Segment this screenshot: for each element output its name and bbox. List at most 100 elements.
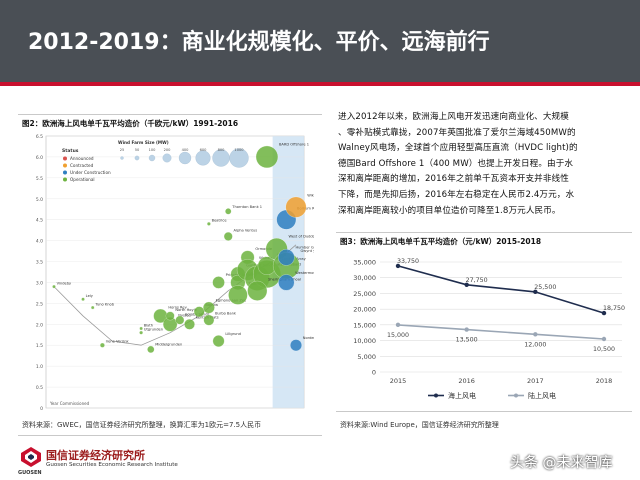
figure2-bubble <box>81 297 85 301</box>
figure2-bubble-label: Gwynt y Mor <box>301 249 314 253</box>
guosen-logo-icon <box>21 447 41 467</box>
figure2-bubble-label: Nordergrunde <box>303 336 314 340</box>
figure2-y-tick: 4.0 <box>36 239 43 245</box>
figure2-legend-swatch <box>63 156 67 161</box>
figure2-bubble <box>203 301 215 314</box>
figure2-bubble-label: Burbo Bank <box>215 311 237 315</box>
figure3-frame <box>336 232 632 412</box>
figure3-y-tick: 0 <box>372 369 376 377</box>
figure2-y-tick: 2.5 <box>36 301 43 307</box>
figure2-bubble <box>193 306 205 318</box>
figure3-point <box>533 289 538 295</box>
figure2-bubble-label: Thornton Bank 1 <box>231 205 262 209</box>
figure2-legend-label: Announced <box>70 156 94 161</box>
paragraph-line: 深和离岸距离较小的项目单位造价可降至1.8万元人民币。 <box>338 205 561 216</box>
figure2-caption: 图2：欧洲海上风电单千瓦平均造价（千欧元/kW）1991-2016 <box>22 119 239 128</box>
figure2-y-tick: 2.0 <box>36 322 43 328</box>
logo-english-name: Guosen Securities Economic Research Inst… <box>46 462 178 468</box>
figure2-y-tick: 4.5 <box>36 218 43 224</box>
figure2-bubble <box>184 318 195 330</box>
figure3-data-label: 12,000 <box>524 341 546 348</box>
figure2-bubble <box>99 342 105 348</box>
figure3-legend-label: 海上风电 <box>448 391 476 400</box>
figure2-y-tick: 3.0 <box>36 280 43 286</box>
figure2-size-legend-bubble <box>195 150 211 166</box>
figure2-y-tick: 0 <box>40 406 43 412</box>
figure2-size-legend-label: 200 <box>164 148 172 152</box>
figure2-bubble-label: Nysted <box>178 314 191 318</box>
figure3-x-tick: 2018 <box>596 377 613 385</box>
figure2-bubble-label: Lillgrund <box>225 332 241 336</box>
figure3-y-tick: 25,000 <box>353 290 376 298</box>
figure2-y-tick: 1.5 <box>36 343 43 349</box>
figure2-bubble-label: Westermost Rough <box>295 271 314 275</box>
figure2-legend-label: Under Construction <box>70 170 111 175</box>
header-bar <box>0 0 640 82</box>
figure3-data-label: 33,750 <box>397 258 419 265</box>
figure2-bubble-label: Beatrice <box>212 219 228 223</box>
figure3-series-line <box>397 324 605 340</box>
figure2-bubble-label: BARD Offshore 1 <box>279 142 309 146</box>
figure3-data-label: 27,750 <box>466 277 488 284</box>
figure2-bubble <box>228 285 248 305</box>
figure3-point <box>464 327 469 332</box>
paragraph-line: Walney风电场，全球首个应用轻型高压直流（HVDC light)的 <box>338 143 578 154</box>
figure2-bubble <box>278 249 295 266</box>
figure2-bubble <box>165 311 175 321</box>
figure2-source: 资料来源：GWEC，国信证券经济研究所整理，换算汇率为1欧元=7.5人民币 <box>22 421 262 429</box>
figure2-bubble-label: Tuno Knob <box>94 302 114 306</box>
figure3-caption: 图3：欧洲海上风电单千瓦平均造价（元/kW）2015-2018 <box>340 237 542 246</box>
figure3-data-label: 15,000 <box>387 332 409 339</box>
page-title: 2012-2019：商业化规模化、平价、远海前行 <box>28 30 490 55</box>
figure3-point <box>601 310 607 316</box>
paragraph-line: 进入2012年以来，欧洲海上风电开发迅速向商业化、大规模 <box>338 112 569 122</box>
figure2-size-legend-label: 400 <box>182 148 190 152</box>
figure2-bubble <box>206 221 211 226</box>
figure2-size-legend-label: 600 <box>200 148 208 152</box>
figure2-bubble <box>225 208 232 215</box>
paragraph-line: 、零补贴模式靠拢，2007年英国批准了爱尔兰海域450MW的 <box>338 127 576 138</box>
figure2-size-legend-label: 100 <box>149 148 157 152</box>
figure2-bubble <box>285 196 307 218</box>
figure3-y-tick: 15,000 <box>353 321 376 329</box>
figure3-y-tick: 30,000 <box>353 274 376 282</box>
figure3-data-label: 13,500 <box>456 337 478 344</box>
figure2-y-tick: 5.5 <box>36 176 43 182</box>
figure3-point <box>395 263 401 269</box>
figure3-legend-marker <box>434 393 438 398</box>
figure2-bubble-label: Irene Vorrink <box>106 339 130 343</box>
figure3-x-tick: 2017 <box>527 377 544 385</box>
figure2-frame <box>18 114 322 436</box>
figure2-legend-swatch <box>63 177 67 182</box>
figure2-bubble-label: Vindeby <box>57 282 72 286</box>
header-divider <box>0 82 640 86</box>
figure2-legend-swatch <box>63 170 67 175</box>
figure2-scatter-chart: 0 0.5 1.0 1.5 2.0 2.5 3.0 3.5 4.0 4.5 5.0 5.5 6.0 6.5… <box>36 134 314 412</box>
figure2-bubble-label: North Hoyle <box>175 308 197 312</box>
figure2-bubble-label: Utgrunden <box>144 327 163 331</box>
paragraph-line: 德国Bard Offshore 1（400 MW）也提上开发日程。由于水 <box>338 158 574 169</box>
figure2-size-legend-label: 50 <box>135 148 140 152</box>
figure2-bubble <box>90 305 95 310</box>
figure3-y-tick: 10,000 <box>353 337 376 345</box>
figure2-size-legend-label: 800 <box>218 148 226 152</box>
figure2-bubble <box>139 330 144 335</box>
figure2-y-tick: 6.5 <box>36 134 43 140</box>
figure2-size-legend-bubble <box>134 155 140 161</box>
figure2-bubble-label: Wikinger <box>307 193 314 197</box>
figure2-bubble <box>175 315 185 325</box>
figure2-bubble-label: Horns Rev <box>168 305 187 309</box>
figure2-size-legend-bubble <box>212 149 230 167</box>
figure3-legend-label: 陆上风电 <box>528 391 556 400</box>
figure2-size-legend-label: 25 <box>120 148 125 152</box>
figure2-bubble <box>203 314 215 326</box>
figure2-bubble <box>139 326 143 331</box>
figure2-bubble-label: Middelgrunden <box>155 342 182 346</box>
figure2-bubble-label: Lely <box>86 294 94 298</box>
figure3-point <box>464 282 469 287</box>
figure3-data-label: 10,500 <box>593 346 615 353</box>
figure2-size-legend-bubble <box>120 156 124 160</box>
figure2-y-tick: 1.0 <box>36 364 43 370</box>
figure3-y-tick: 35,000 <box>353 259 376 267</box>
figure2-bubble <box>290 339 302 352</box>
